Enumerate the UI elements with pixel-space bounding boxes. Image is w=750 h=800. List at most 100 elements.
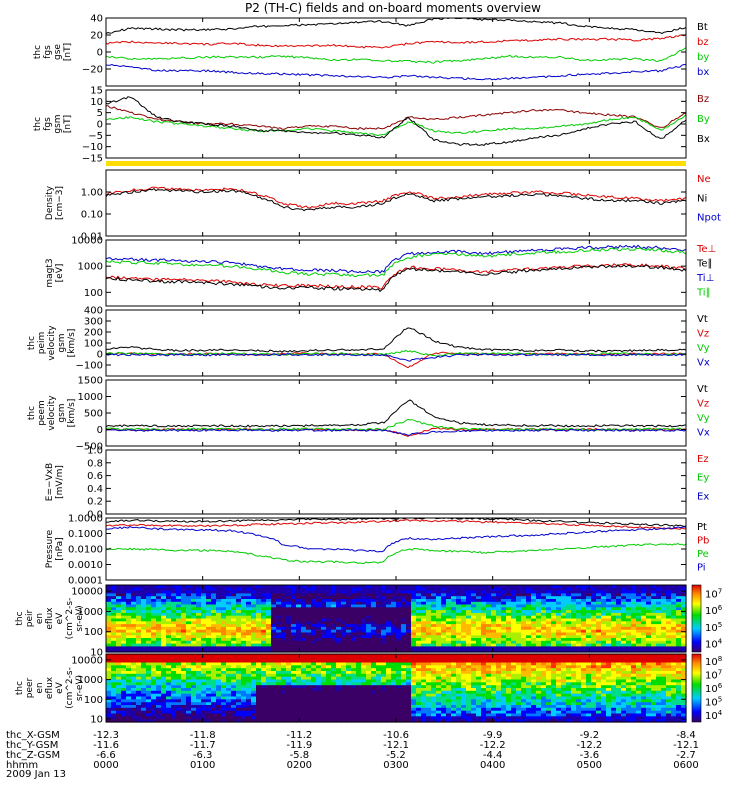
spectrogram-cell: [236, 643, 242, 647]
spectrogram-cell: [106, 705, 112, 709]
spectrogram-cell: [171, 693, 177, 698]
spectrogram-cell: [356, 621, 362, 625]
spectrogram-cell: [416, 682, 422, 686]
spectrogram-cell: [516, 607, 522, 611]
spectrogram-cell: [186, 587, 192, 592]
legend-entry: Ti⊥: [696, 273, 714, 284]
spectrogram-cell: [236, 685, 242, 689]
spectrogram-cell: [306, 713, 312, 717]
spectrogram-cell: [211, 621, 217, 625]
spectrogram-cell: [401, 599, 407, 603]
spectrogram-cell: [206, 593, 212, 597]
spectrogram-cell: [141, 705, 147, 709]
spectrogram-cell: [156, 682, 162, 686]
spectrogram-cell: [156, 626, 162, 631]
spectrogram-cell: [356, 601, 362, 606]
spectrogram-cell: [296, 649, 302, 653]
colorbar-tick-label: 104: [705, 638, 723, 651]
spectrogram-cell: [321, 626, 327, 631]
spectrogram-cell: [611, 635, 617, 639]
spectrogram-cell: [131, 679, 137, 683]
spectrogram-cell: [541, 632, 547, 636]
spectrogram-cell: [681, 590, 687, 594]
spectrogram-cell: [471, 719, 477, 723]
spectrogram-cell: [556, 599, 562, 603]
y-axis-label: thc: [33, 117, 43, 131]
spectrogram-cell: [591, 593, 597, 597]
spectrogram-cell: [406, 682, 412, 686]
spectrogram-cell: [236, 659, 242, 664]
spectrogram-cell: [471, 676, 477, 681]
spectrogram-cell: [491, 599, 497, 603]
spectrogram-cell: [466, 673, 472, 678]
spectrogram-cell: [166, 713, 172, 717]
spectrogram-cell: [436, 682, 442, 686]
spectrogram-cell: [656, 638, 662, 642]
spectrogram-cell: [621, 599, 627, 603]
spectrogram-cell: [291, 707, 297, 712]
spectrogram-cell: [496, 601, 502, 606]
spectrogram-cell: [276, 604, 282, 608]
spectrogram-cell: [226, 693, 232, 698]
spectrogram-cell: [131, 599, 137, 603]
spectrogram-cell: [336, 719, 342, 723]
spectrogram-cell: [311, 604, 317, 608]
spectrogram-cell: [401, 621, 407, 625]
spectrogram-cell: [241, 615, 247, 620]
spectrogram-cell: [366, 632, 372, 636]
spectrogram-cell: [106, 618, 112, 622]
spectrogram-cell: [321, 693, 327, 698]
spectrogram-cell: [661, 640, 667, 645]
spectrogram-cell: [651, 615, 657, 620]
spectrogram-cell: [411, 699, 417, 703]
spectrogram-cell: [426, 662, 432, 666]
spectrogram-cell: [361, 646, 367, 650]
spectrogram-cell: [416, 601, 422, 606]
spectrogram-cell: [221, 635, 227, 639]
spectrogram-cell: [496, 593, 502, 597]
spectrogram-cell: [556, 585, 562, 589]
spectrogram-cell: [126, 618, 132, 622]
spectrogram-cell: [636, 632, 642, 636]
spectrogram-cell: [656, 612, 662, 617]
spectrogram-cell: [456, 596, 462, 600]
spectrogram-cell: [126, 699, 132, 703]
spectrogram-cell: [451, 615, 457, 620]
spectrogram-cell: [431, 665, 437, 669]
spectrogram-cell: [136, 640, 142, 645]
spectrogram-cell: [446, 629, 452, 634]
spectrogram-cell: [466, 643, 472, 647]
spectrogram-cell: [381, 659, 387, 664]
spectrogram-cell: [331, 624, 337, 628]
spectrogram-cell: [591, 643, 597, 647]
spectrogram-cell: [411, 587, 417, 592]
spectrogram-cell: [131, 705, 137, 709]
spectrogram-cell: [221, 673, 227, 678]
spectrogram-cell: [481, 656, 487, 661]
spectrogram-cell: [281, 621, 287, 625]
spectrogram-cell: [241, 656, 247, 661]
spectrogram-cell: [286, 654, 292, 658]
spectrogram-cell: [186, 615, 192, 620]
legend-entry: Te∥: [696, 259, 713, 270]
spectrogram-cell: [171, 679, 177, 683]
spectrogram-cell: [406, 618, 412, 622]
spectrogram-cell: [161, 671, 167, 675]
spectrogram-cell: [586, 601, 592, 606]
series-line-Vx: [106, 428, 686, 436]
spectrogram-cell: [176, 713, 182, 717]
spectrogram-cell: [346, 610, 352, 614]
spectrogram-cell: [176, 596, 182, 600]
spectrogram-cell: [401, 654, 407, 658]
spectrogram-cell: [156, 656, 162, 661]
spectrogram-cell: [476, 668, 482, 672]
spectrogram-cell: [591, 610, 597, 614]
spectrogram-cell: [506, 612, 512, 617]
spectrogram-cell: [301, 673, 307, 678]
spectrogram-cell: [331, 668, 337, 672]
spectrogram-cell: [176, 688, 182, 692]
spectrogram-cell: [306, 638, 312, 642]
spectrogram-cell: [456, 662, 462, 666]
spectrogram-cell: [451, 679, 457, 683]
spectrogram-cell: [631, 601, 637, 606]
